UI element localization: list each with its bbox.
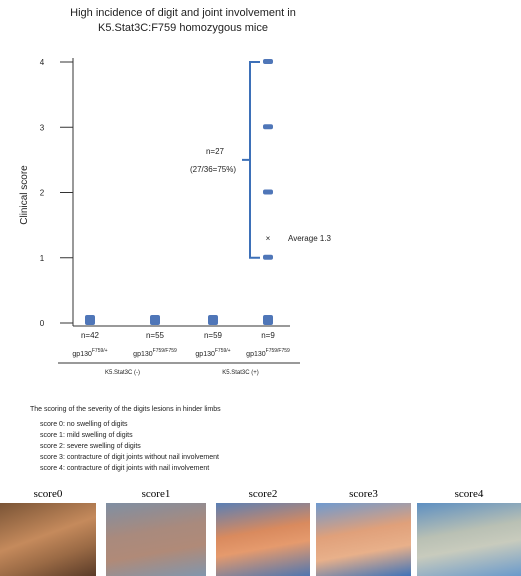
dot bbox=[263, 190, 273, 195]
dot bbox=[263, 255, 273, 260]
scoring-title: The scoring of the severity of the digit… bbox=[30, 404, 221, 415]
dot bbox=[85, 315, 95, 325]
photos: score0 score1 score2 score3 score4 bbox=[0, 488, 521, 576]
bracket bbox=[242, 62, 260, 258]
scoring-item: score 4: contracture of digit joints wit… bbox=[40, 463, 221, 474]
photo: score2 bbox=[216, 488, 310, 576]
n-label: n=59 bbox=[204, 331, 223, 340]
category-sup: F759/F759 bbox=[153, 348, 177, 354]
x-tick-label: gp130F759/F759 bbox=[133, 348, 177, 358]
y-tick-label: 2 bbox=[40, 189, 45, 198]
average-marker: × bbox=[266, 234, 271, 243]
category-sup: F759/F759 bbox=[266, 348, 290, 354]
photo: score0 bbox=[0, 488, 96, 576]
category-base: gp130 bbox=[246, 351, 266, 358]
y-axis-label: Clinical score bbox=[19, 165, 30, 225]
category-sup: F759/+ bbox=[215, 348, 231, 354]
dot bbox=[208, 315, 218, 325]
dot bbox=[263, 124, 273, 129]
n-label: n=42 bbox=[81, 331, 100, 340]
average-label: Average 1.3 bbox=[288, 234, 332, 243]
dot bbox=[150, 315, 160, 325]
group-label: K5.Stat3C (-) bbox=[105, 370, 140, 376]
chart-title: High incidence of digit and joint involv… bbox=[70, 7, 296, 19]
photo-label: score1 bbox=[106, 488, 206, 503]
dot bbox=[263, 59, 273, 64]
bracket-label: (27/36=75%) bbox=[190, 165, 236, 174]
group-label: K5.Stat3C (+) bbox=[222, 370, 259, 376]
scoring-item: score 0: no swelling of digits bbox=[40, 419, 221, 430]
x-tick-label: gp130F759/F759 bbox=[246, 348, 290, 358]
photo: score3 bbox=[316, 488, 411, 576]
scoring-item: score 3: contracture of digit joints wit… bbox=[40, 452, 221, 463]
photo: score1 bbox=[106, 488, 206, 576]
bracket-label: n=27 bbox=[206, 147, 225, 156]
photo: score4 bbox=[417, 488, 521, 576]
photo-label: score4 bbox=[417, 488, 521, 503]
scoring: The scoring of the severity of the digit… bbox=[30, 404, 221, 474]
scoring-item: score 2: severe swelling of digits bbox=[40, 441, 221, 452]
dot bbox=[263, 315, 273, 325]
y-tick-label: 4 bbox=[40, 58, 45, 67]
category-base: gp130 bbox=[133, 351, 153, 358]
x-tick-label: gp130F759/+ bbox=[72, 348, 107, 358]
category-sup: F759/+ bbox=[92, 348, 108, 354]
photo-label: score2 bbox=[216, 488, 310, 503]
y-tick-label: 3 bbox=[40, 123, 45, 132]
category-base: gp130 bbox=[72, 351, 92, 358]
n-label: n=9 bbox=[261, 331, 275, 340]
chart: High incidence of digit and joint involv… bbox=[0, 0, 521, 400]
n-label: n=55 bbox=[146, 331, 165, 340]
y-tick-label: 1 bbox=[40, 254, 45, 263]
category-base: gp130 bbox=[195, 351, 215, 358]
scoring-item: score 1: mild swelling of digits bbox=[40, 430, 221, 441]
chart-title: K5.Stat3C:F759 homozygous mice bbox=[98, 22, 268, 34]
y-tick-label: 0 bbox=[40, 319, 45, 328]
photo-label: score3 bbox=[316, 488, 411, 503]
x-tick-label: gp130F759/+ bbox=[195, 348, 230, 358]
photo-label: score0 bbox=[0, 488, 96, 503]
page: {"chart_data": {"type": "dotplot", "titl… bbox=[0, 0, 521, 576]
